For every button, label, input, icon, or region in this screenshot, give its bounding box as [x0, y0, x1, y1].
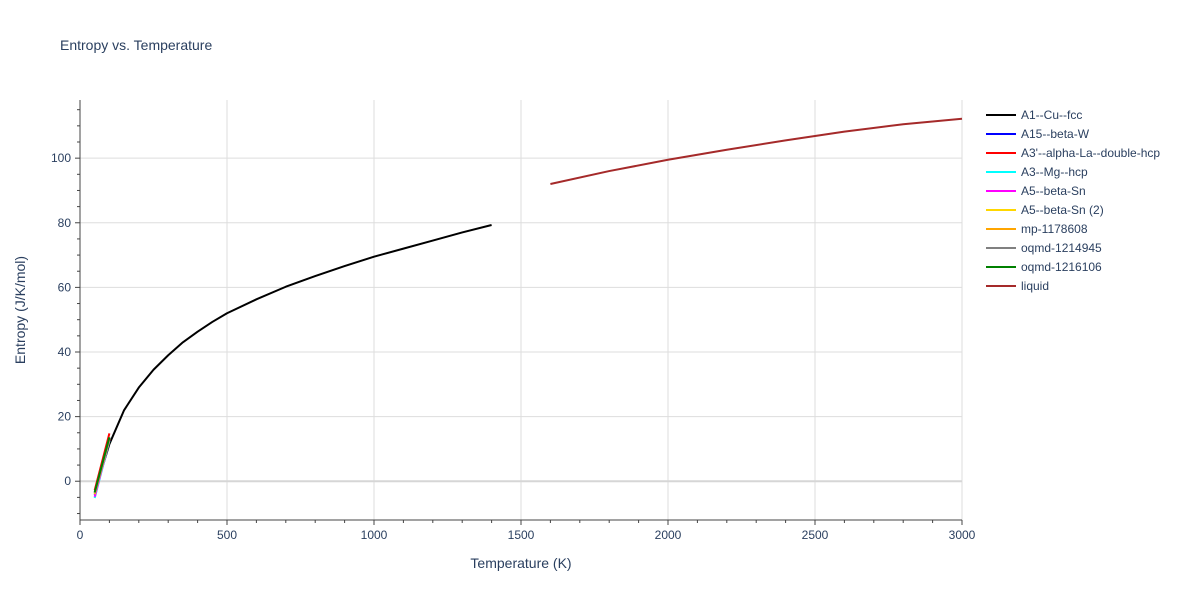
y-tick-label: 100: [51, 151, 71, 165]
series-line: [93, 437, 111, 493]
legend-label: A3'--alpha-La--double-hcp: [1021, 146, 1160, 160]
grid-layer: [80, 100, 963, 520]
x-tick-label: 0: [77, 528, 84, 542]
legend-label: liquid: [1021, 279, 1049, 293]
axis-layer: 0 500 1000 1500 2000 2500 3000 0 20 40 60 80 100: [51, 100, 976, 542]
legend-label: mp-1178608: [1021, 222, 1088, 236]
x-tick-label: 2500: [802, 528, 829, 542]
x-tick-label: 3000: [949, 528, 976, 542]
legend: A1--Cu--fcc A15--beta-W A3'--alpha-La--dou…: [986, 108, 1160, 293]
y-tick-label: 0: [64, 474, 71, 488]
y-tick-label: 40: [58, 345, 72, 359]
y-tick-label: 80: [58, 216, 72, 230]
series-layer: [93, 117, 963, 499]
legend-label: A15--beta-W: [1021, 127, 1090, 141]
x-tick-label: 2000: [655, 528, 682, 542]
x-axis-title: Temperature (K): [470, 555, 571, 571]
chart-title: Entropy vs. Temperature: [60, 37, 212, 53]
legend-label: oqmd-1214945: [1021, 241, 1102, 255]
legend-label: A5--beta-Sn: [1021, 184, 1086, 198]
y-axis-title: Entropy (J/K/mol): [12, 256, 28, 364]
series-line: [93, 224, 492, 493]
x-tick-label: 500: [217, 528, 237, 542]
legend-label: A3--Mg--hcp: [1021, 165, 1088, 179]
series-line: [550, 117, 963, 185]
y-tick-label: 60: [58, 280, 72, 294]
legend-label: oqmd-1216106: [1021, 260, 1102, 274]
x-tick-label: 1000: [361, 528, 388, 542]
y-tick-label: 20: [58, 410, 72, 424]
legend-label: A1--Cu--fcc: [1021, 108, 1082, 122]
legend-label: A5--beta-Sn (2): [1021, 203, 1104, 217]
x-tick-label: 1500: [508, 528, 535, 542]
